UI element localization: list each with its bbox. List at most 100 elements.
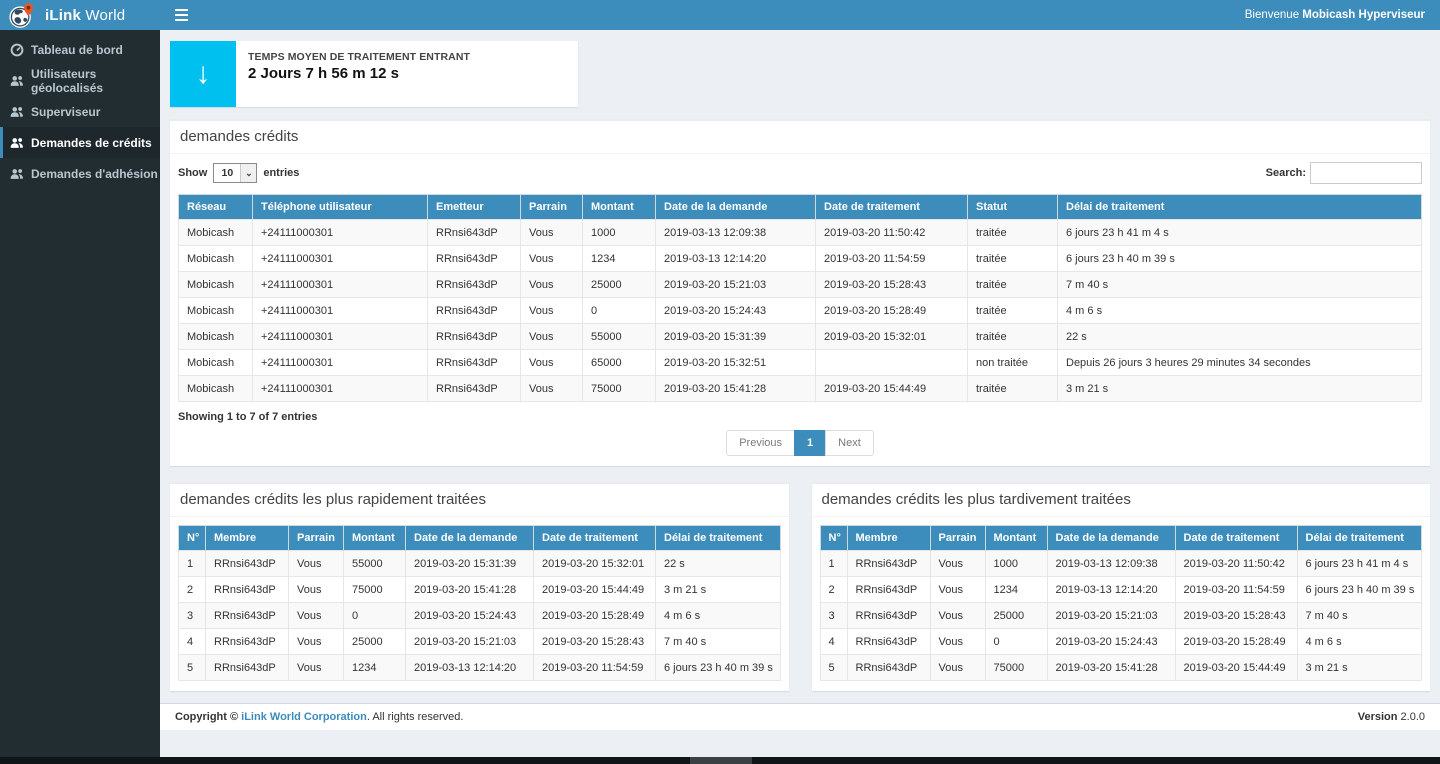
search-input[interactable] bbox=[1310, 162, 1422, 184]
table-cell: traitée bbox=[967, 323, 1058, 350]
column-header[interactable]: Parrain bbox=[929, 525, 986, 551]
credits-table: Réseau Téléphone utilisateur Emetteur Parra… bbox=[178, 194, 1422, 402]
table-row: 4 RRnsi643dP Vous 0 2019-03-20 15:24:43 2019-… bbox=[819, 628, 1422, 655]
globe-pin-logo-icon bbox=[9, 2, 34, 28]
column-header[interactable]: Date de la demande bbox=[405, 525, 534, 551]
table-cell: 2019-03-20 11:54:59 bbox=[815, 245, 968, 272]
sidebar-item-label: Demandes de crédits bbox=[31, 135, 152, 150]
table-row: 2 RRnsi643dP Vous 75000 2019-03-20 15:41:28 2… bbox=[178, 576, 781, 603]
table-cell: 7 m 40 s bbox=[1296, 602, 1422, 629]
company-link[interactable]: iLink World Corporation bbox=[241, 711, 367, 723]
table-cell: 6 jours 23 h 40 m 39 s bbox=[1057, 245, 1422, 272]
table-row: Mobicash +24111000301 RRnsi643dP Vous 0 2019-… bbox=[178, 297, 1422, 324]
column-header[interactable]: N° bbox=[819, 525, 848, 551]
table-cell: 1000 bbox=[984, 550, 1048, 577]
table-cell: RRnsi643dP bbox=[846, 602, 931, 629]
table-cell: RRnsi643dP bbox=[427, 245, 521, 272]
search-label: Search: bbox=[1265, 167, 1306, 179]
column-header[interactable]: Date de traitement bbox=[533, 525, 656, 551]
table-row: Mobicash +24111000301 RRnsi643dP Vous 1000 20… bbox=[178, 219, 1422, 246]
table-cell: RRnsi643dP bbox=[427, 375, 521, 402]
column-header[interactable]: Montant bbox=[984, 525, 1048, 551]
column-header[interactable]: Réseau bbox=[178, 194, 253, 220]
table-cell: 2019-03-20 15:28:49 bbox=[533, 602, 656, 629]
table-cell: traitée bbox=[967, 297, 1058, 324]
sidebar-item-demandes-de-credits[interactable]: Demandes de crédits bbox=[0, 127, 160, 158]
table-cell: 2019-03-13 12:14:20 bbox=[405, 654, 534, 681]
table-cell: 2019-03-20 15:21:03 bbox=[1046, 602, 1176, 629]
sidebar-item-tableau-de-bord[interactable]: Tableau de bord bbox=[0, 34, 160, 65]
column-header[interactable]: N° bbox=[178, 525, 206, 551]
table-cell: 2019-03-13 12:09:38 bbox=[1046, 550, 1176, 577]
table-cell: 3 bbox=[819, 602, 848, 629]
table-cell: traitée bbox=[967, 219, 1058, 246]
table-cell: RRnsi643dP bbox=[846, 628, 931, 655]
column-header[interactable]: Date de traitement bbox=[815, 194, 968, 220]
previous-page-button[interactable]: Previous bbox=[726, 430, 796, 456]
table-cell: 2019-03-20 15:28:43 bbox=[1174, 602, 1298, 629]
table-cell: 6 jours 23 h 40 m 39 s bbox=[655, 654, 781, 681]
credits-box: demandes crédits Show 10 ⌄ entries bbox=[170, 119, 1430, 466]
column-header[interactable]: Téléphone utilisateur bbox=[252, 194, 428, 220]
stat-card-label: TEMPS MOYEN DE TRAITEMENT ENTRANT bbox=[248, 51, 471, 63]
table-cell: 2019-03-20 11:50:42 bbox=[1174, 550, 1298, 577]
fastest-credits-table: N° Membre Parrain Montant Date de la demande… bbox=[178, 525, 781, 681]
table-cell: +24111000301 bbox=[252, 349, 428, 376]
table-cell: 0 bbox=[582, 297, 656, 324]
table-cell: Vous bbox=[929, 654, 986, 681]
page-length-select[interactable]: 10 ⌄ bbox=[213, 163, 258, 183]
latest-credits-table: N° Membre Parrain Montant Date de la demande… bbox=[819, 525, 1423, 681]
hamburger-icon[interactable] bbox=[173, 5, 190, 25]
table-cell: Mobicash bbox=[178, 349, 253, 376]
table-cell: 1 bbox=[819, 550, 848, 577]
column-header[interactable]: Statut bbox=[967, 194, 1058, 220]
column-header[interactable]: Délai de traitement bbox=[1296, 525, 1422, 551]
chevron-down-icon: ⌄ bbox=[240, 164, 257, 182]
fastest-box-title: demandes crédits les plus rapidement tra… bbox=[180, 491, 486, 508]
column-header[interactable]: Parrain bbox=[288, 525, 344, 551]
table-cell: RRnsi643dP bbox=[846, 654, 931, 681]
sidebar-item-demandes-adhesion[interactable]: Demandes d'adhésion bbox=[0, 158, 160, 189]
brand-header[interactable]: iLink World bbox=[0, 0, 160, 30]
column-header[interactable]: Parrain bbox=[520, 194, 583, 220]
table-cell: 2019-03-13 12:09:38 bbox=[655, 219, 816, 246]
sidebar-item-superviseur[interactable]: Superviseur bbox=[0, 96, 160, 127]
column-header[interactable]: Membre bbox=[846, 525, 931, 551]
table-cell: 75000 bbox=[343, 576, 406, 603]
sidebar: iLink World Tableau de bord Utilisateurs… bbox=[0, 0, 160, 764]
table-row: Mobicash +24111000301 RRnsi643dP Vous 65000 2… bbox=[178, 349, 1422, 376]
table-cell: +24111000301 bbox=[252, 219, 428, 246]
column-header[interactable]: Membre bbox=[205, 525, 289, 551]
arrow-down-icon: ↓ bbox=[170, 41, 236, 107]
content-area: ↓ TEMPS MOYEN DE TRAITEMENT ENTRANT 2 Jo… bbox=[160, 30, 1440, 703]
page-length-value: 10 bbox=[221, 167, 234, 179]
table-row: 4 RRnsi643dP Vous 25000 2019-03-20 15:21:03 2… bbox=[178, 628, 781, 655]
column-header[interactable]: Montant bbox=[343, 525, 406, 551]
column-header[interactable]: Emetteur bbox=[427, 194, 521, 220]
table-cell: 4 m 6 s bbox=[1057, 297, 1422, 324]
column-header[interactable]: Délai de traitement bbox=[655, 525, 781, 551]
column-header[interactable]: Date de la demande bbox=[1046, 525, 1176, 551]
column-header[interactable]: Date de traitement bbox=[1174, 525, 1298, 551]
column-header[interactable]: Délai de traitement bbox=[1057, 194, 1422, 220]
footer: Copyright © iLink World Corporation. All… bbox=[160, 703, 1440, 730]
page-1-button[interactable]: 1 bbox=[794, 430, 827, 456]
table-cell: Vous bbox=[520, 297, 583, 324]
table-cell: 6 jours 23 h 41 m 4 s bbox=[1296, 550, 1422, 577]
table-cell: 2019-03-20 15:24:43 bbox=[1046, 628, 1176, 655]
table-cell: 4 m 6 s bbox=[655, 602, 781, 629]
table-cell: 2019-03-20 11:54:59 bbox=[1174, 576, 1298, 603]
table-cell: traitée bbox=[967, 245, 1058, 272]
column-header[interactable]: Montant bbox=[582, 194, 656, 220]
sidebar-item-utilisateurs-geolocalises[interactable]: Utilisateurs géolocalisés bbox=[0, 65, 160, 96]
table-cell: RRnsi643dP bbox=[846, 550, 931, 577]
table-cell: Vous bbox=[929, 628, 986, 655]
table-row: 1 RRnsi643dP Vous 1000 2019-03-13 12:09:38 20… bbox=[819, 550, 1422, 577]
table-header-row: N° Membre Parrain Montant Date de la demande… bbox=[178, 525, 781, 551]
table-row: 3 RRnsi643dP Vous 0 2019-03-20 15:24:43 2019-… bbox=[178, 602, 781, 629]
next-page-button[interactable]: Next bbox=[825, 430, 874, 456]
column-header[interactable]: Date de la demande bbox=[655, 194, 816, 220]
table-row: 5 RRnsi643dP Vous 75000 2019-03-20 15:41:28 2… bbox=[819, 654, 1422, 681]
table-cell: 7 m 40 s bbox=[655, 628, 781, 655]
version-text: Version 2.0.0 bbox=[1357, 711, 1425, 723]
